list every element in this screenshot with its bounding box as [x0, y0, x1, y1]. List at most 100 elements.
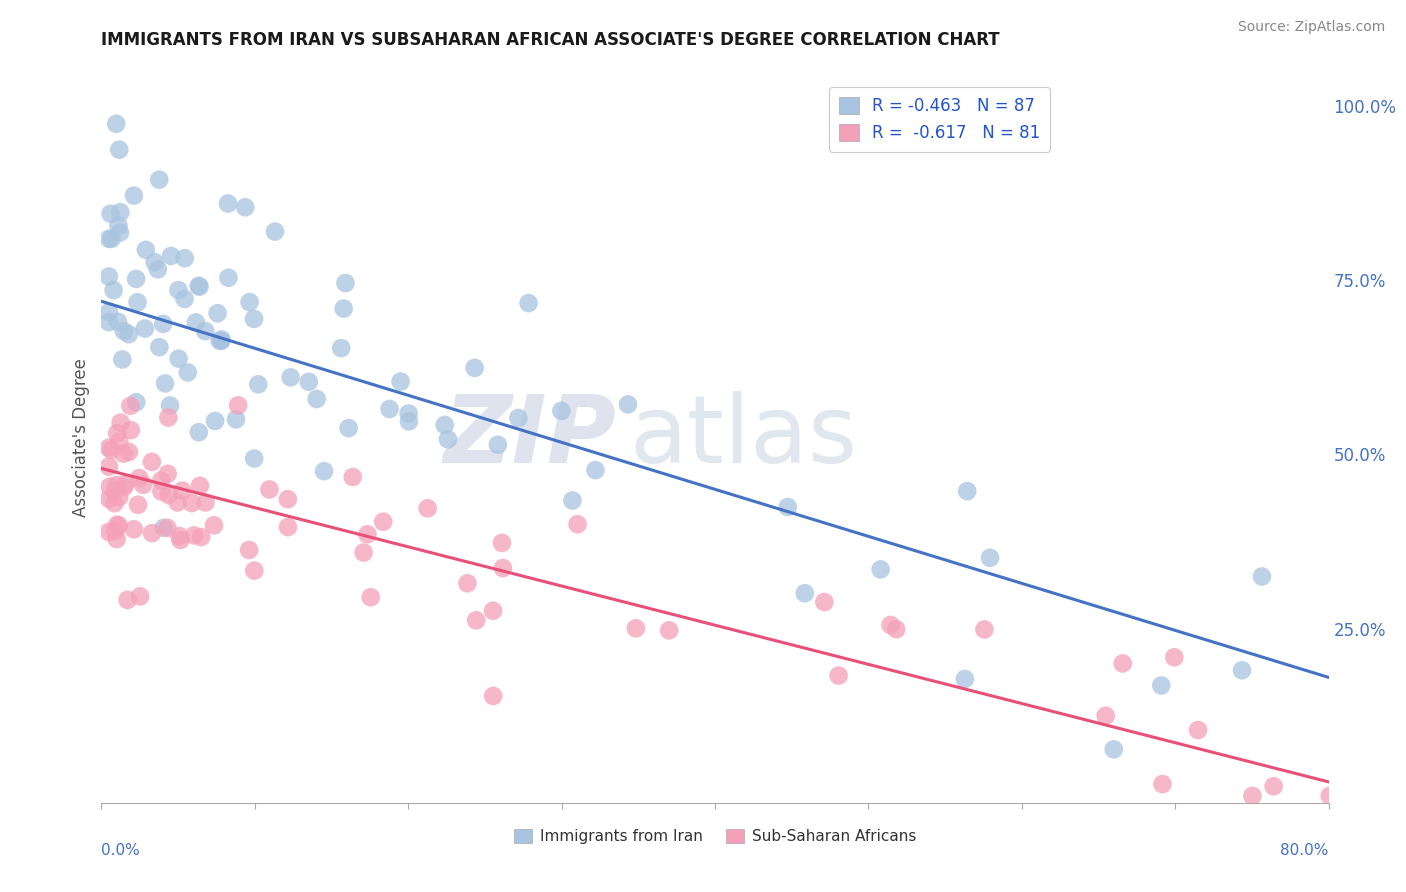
- Point: [482, 604, 505, 618]
- Point: [188, 479, 211, 493]
- Point: [776, 500, 799, 514]
- Point: [247, 377, 270, 392]
- Point: [335, 276, 357, 290]
- Point: [1094, 708, 1116, 723]
- Point: [465, 613, 488, 627]
- Point: [956, 484, 979, 499]
- Point: [120, 423, 142, 437]
- Point: [108, 143, 131, 157]
- Point: [373, 515, 395, 529]
- Point: [464, 360, 486, 375]
- Point: [122, 522, 145, 536]
- Point: [973, 623, 995, 637]
- Point: [125, 272, 148, 286]
- Point: [243, 451, 266, 466]
- Point: [152, 521, 174, 535]
- Point: [1150, 678, 1173, 692]
- Text: IMMIGRANTS FROM IRAN VS SUBSAHARAN AFRICAN ASSOCIATE'S DEGREE CORRELATION CHART: IMMIGRANTS FROM IRAN VS SUBSAHARAN AFRIC…: [101, 31, 1000, 49]
- Point: [97, 315, 120, 329]
- Point: [617, 397, 640, 411]
- Text: 0.0%: 0.0%: [101, 843, 141, 858]
- Point: [117, 593, 139, 607]
- Point: [153, 376, 176, 391]
- Point: [238, 295, 260, 310]
- Point: [209, 334, 232, 348]
- Point: [107, 315, 129, 329]
- Point: [100, 207, 122, 221]
- Point: [169, 533, 191, 547]
- Point: [183, 528, 205, 542]
- Point: [207, 306, 229, 320]
- Point: [167, 283, 190, 297]
- Point: [103, 496, 125, 510]
- Point: [97, 459, 120, 474]
- Point: [979, 550, 1001, 565]
- Point: [105, 478, 128, 492]
- Point: [312, 464, 335, 478]
- Point: [342, 470, 364, 484]
- Point: [378, 401, 401, 416]
- Point: [1152, 777, 1174, 791]
- Point: [360, 591, 382, 605]
- Point: [110, 416, 132, 430]
- Point: [103, 283, 125, 297]
- Point: [491, 536, 513, 550]
- Point: [217, 196, 239, 211]
- Point: [146, 262, 169, 277]
- Point: [1251, 569, 1274, 583]
- Point: [190, 530, 212, 544]
- Text: 80.0%: 80.0%: [1281, 843, 1329, 858]
- Point: [305, 392, 328, 406]
- Point: [194, 324, 217, 338]
- Point: [437, 432, 460, 446]
- Point: [159, 399, 181, 413]
- Point: [202, 518, 225, 533]
- Point: [122, 188, 145, 202]
- Point: [150, 484, 173, 499]
- Point: [243, 564, 266, 578]
- Point: [1112, 657, 1135, 671]
- Point: [167, 351, 190, 366]
- Point: [298, 375, 321, 389]
- Point: [416, 501, 439, 516]
- Point: [127, 295, 149, 310]
- Point: [108, 518, 131, 533]
- Point: [108, 434, 131, 449]
- Point: [100, 443, 122, 458]
- Point: [127, 498, 149, 512]
- Point: [169, 529, 191, 543]
- Y-axis label: Associate's Degree: Associate's Degree: [72, 358, 90, 516]
- Point: [482, 689, 505, 703]
- Point: [356, 527, 378, 541]
- Point: [132, 477, 155, 491]
- Point: [332, 301, 354, 316]
- Point: [98, 491, 121, 506]
- Point: [337, 421, 360, 435]
- Point: [517, 296, 540, 310]
- Point: [1319, 789, 1341, 803]
- Point: [118, 445, 141, 459]
- Point: [869, 562, 891, 576]
- Point: [486, 438, 509, 452]
- Legend: Immigrants from Iran, Sub-Saharan Africans: Immigrants from Iran, Sub-Saharan Africa…: [508, 822, 922, 850]
- Point: [184, 315, 207, 329]
- Point: [217, 270, 239, 285]
- Point: [884, 622, 907, 636]
- Point: [567, 517, 589, 532]
- Point: [107, 219, 129, 233]
- Text: ZIP: ZIP: [444, 391, 617, 483]
- Point: [97, 232, 120, 246]
- Point: [204, 414, 226, 428]
- Point: [624, 621, 647, 635]
- Text: atlas: atlas: [628, 391, 858, 483]
- Point: [225, 412, 247, 426]
- Point: [156, 467, 179, 481]
- Point: [1102, 742, 1125, 756]
- Point: [1163, 650, 1185, 665]
- Point: [353, 545, 375, 559]
- Point: [456, 576, 478, 591]
- Point: [1263, 779, 1285, 793]
- Point: [173, 292, 195, 306]
- Point: [148, 340, 170, 354]
- Point: [583, 463, 606, 477]
